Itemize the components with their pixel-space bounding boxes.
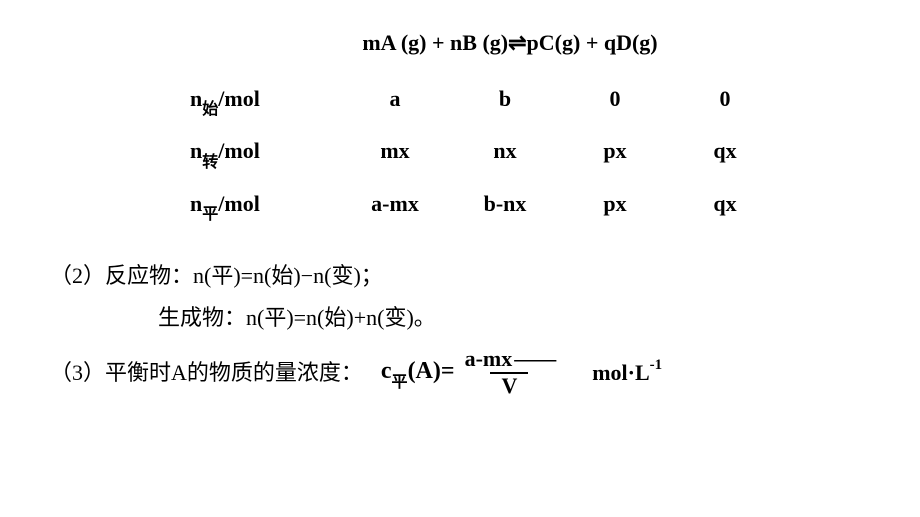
concentration-formula: c平(A)=	[381, 350, 455, 395]
explanation-block: （2）反应物：n(平)=n(始)−n(变)； 生成物：n(平)=n(始)+n(变…	[50, 256, 870, 398]
fraction: a-mx—— V	[461, 347, 559, 397]
text-reactant: （2）反应物：n(平)=n(始)−n(变)；	[50, 256, 870, 296]
symbol-c: c	[381, 358, 392, 384]
table-row: n始/mol a b 0 0	[190, 86, 870, 116]
label-n: n	[190, 138, 202, 163]
row-label-equilibrium: n平/mol	[190, 191, 340, 221]
table-row: n平/mol a-mx b-nx px qx	[190, 191, 870, 221]
unit-sup: -1	[650, 357, 663, 373]
unit-text: mol·L	[592, 360, 649, 385]
cell: nx	[450, 138, 560, 164]
chemical-equation: mA (g) + nB (g)⇌pC(g) + qD(g)	[150, 30, 870, 56]
label-unit: /mol	[218, 86, 260, 111]
cell: a-mx	[340, 191, 450, 217]
fraction-den-row: V	[490, 372, 528, 398]
table-row: n转/mol mx nx px qx	[190, 138, 870, 168]
cell: qx	[670, 138, 780, 164]
symbol-sub: 平	[392, 374, 408, 391]
cell: b	[450, 86, 560, 112]
label-unit: /mol	[218, 138, 260, 163]
unit-label: mol·L-1	[592, 353, 662, 393]
mole-table: n始/mol a b 0 0 n转/mol mx nx px qx n平/mol…	[190, 86, 870, 221]
symbol-aeq: (A)=	[408, 358, 455, 384]
fraction-numerator-row: a-mx——	[461, 347, 559, 371]
concentration-line: （3）平衡时A的物质的量浓度： c平(A)= a-mx—— V mol·L-1	[50, 347, 870, 397]
fraction-numerator: a-mx	[465, 347, 513, 371]
label-n: n	[190, 86, 202, 111]
cell: b-nx	[450, 191, 560, 217]
label-sub: 始	[202, 101, 218, 118]
cell: mx	[340, 138, 450, 164]
cell: 0	[560, 86, 670, 112]
label-sub: 平	[202, 206, 218, 223]
row-label-initial: n始/mol	[190, 86, 340, 116]
label-sub: 转	[202, 154, 218, 171]
label-unit: /mol	[218, 191, 260, 216]
cell: px	[560, 191, 670, 217]
fraction-denominator: V	[490, 372, 528, 398]
cell: px	[560, 138, 670, 164]
cell: 0	[670, 86, 780, 112]
label-n: n	[190, 191, 202, 216]
line3-prefix: （3）平衡时A的物质的量浓度：	[50, 353, 363, 393]
row-label-change: n转/mol	[190, 138, 340, 168]
dash-extension: ——	[514, 347, 554, 371]
cell: a	[340, 86, 450, 112]
text-product: 生成物：n(平)=n(始)+n(变)。	[50, 298, 870, 338]
cell: qx	[670, 191, 780, 217]
